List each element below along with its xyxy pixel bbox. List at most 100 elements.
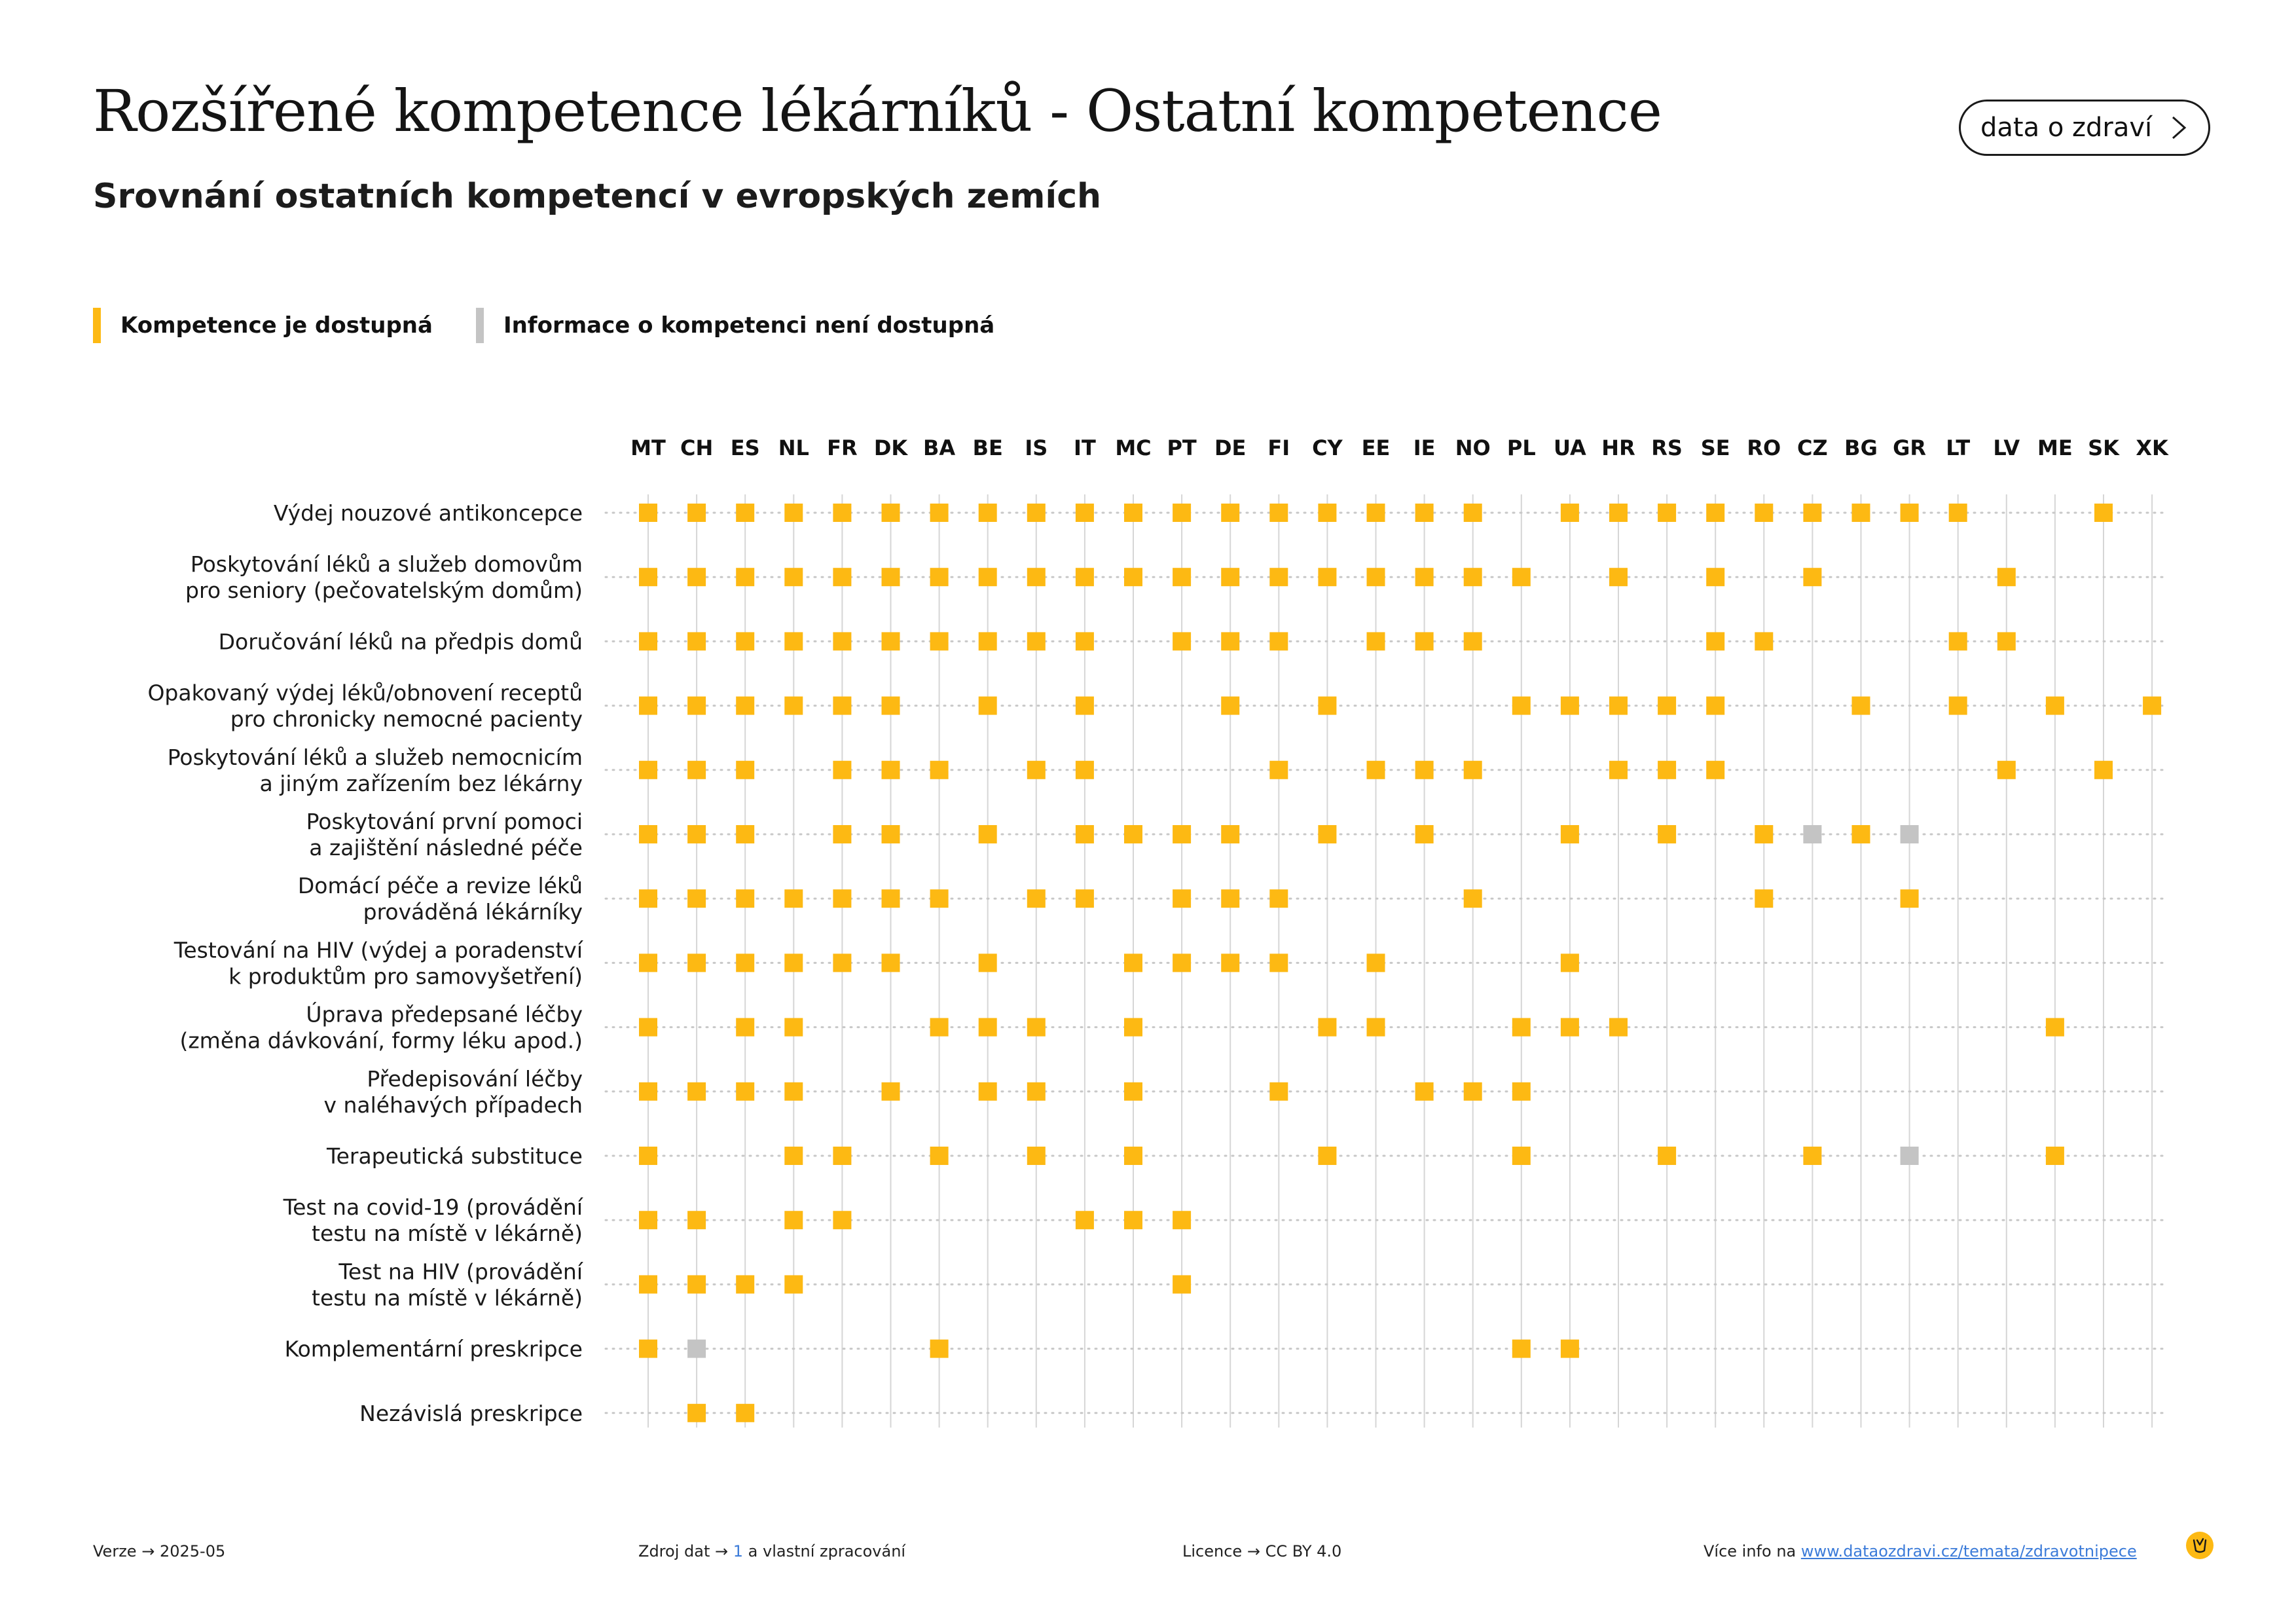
- cell-available: [1560, 696, 1579, 715]
- cell-available: [1221, 632, 1240, 651]
- cell-available: [1706, 568, 1725, 587]
- footer-version: Verze → 2025-05: [93, 1542, 225, 1560]
- column-label-fr: FR: [827, 435, 858, 460]
- cell-available: [639, 1082, 657, 1101]
- cell-unknown: [1900, 825, 1919, 843]
- cell-available: [930, 632, 949, 651]
- cell-available: [1221, 504, 1240, 522]
- cell-available: [1366, 504, 1385, 522]
- cell-available: [930, 1147, 949, 1165]
- data-o-zdravi-button-label: data o zdraví: [1980, 113, 2153, 143]
- cell-available: [881, 889, 900, 908]
- legend-swatch-unknown: [475, 308, 484, 343]
- legend-label-available: Kompetence je dostupná: [120, 312, 433, 339]
- column-label-gr: GR: [1893, 435, 1926, 460]
- column-label-ba: BA: [923, 435, 955, 460]
- cell-available: [1366, 953, 1385, 972]
- cell-available: [1124, 504, 1142, 522]
- cell-available: [736, 1082, 755, 1101]
- cell-available: [1803, 568, 1822, 587]
- column-label-ua: UA: [1554, 435, 1586, 460]
- column-label-no: NO: [1455, 435, 1491, 460]
- cell-available: [833, 953, 852, 972]
- cell-available: [687, 889, 706, 908]
- cell-available: [1658, 760, 1677, 779]
- row-label: Nezávislá preskripce: [359, 1401, 583, 1426]
- cell-available: [1415, 632, 1434, 651]
- cell-available: [736, 825, 755, 843]
- cell-available: [784, 1082, 803, 1101]
- cell-available: [1997, 760, 2016, 779]
- cell-available: [1027, 1147, 1046, 1165]
- cell-available: [1075, 632, 1094, 651]
- cell-available: [1173, 568, 1192, 587]
- cell-available: [784, 889, 803, 908]
- cell-available: [1755, 632, 1774, 651]
- cell-available: [1997, 568, 2016, 587]
- cell-available: [930, 760, 949, 779]
- cell-available: [639, 1211, 657, 1230]
- footer-version-value: 2025-05: [159, 1542, 226, 1560]
- data-o-zdravi-button[interactable]: data o zdraví: [1959, 100, 2210, 156]
- cell-available: [784, 568, 803, 587]
- cell-available: [881, 760, 900, 779]
- cell-available: [1173, 504, 1192, 522]
- cell-available: [1706, 760, 1725, 779]
- column-label-ro: RO: [1747, 435, 1781, 460]
- cell-available: [1221, 889, 1240, 908]
- footer-license: Licence → CC BY 4.0: [1182, 1542, 1341, 1560]
- cell-available: [1609, 568, 1628, 587]
- cell-available: [784, 1275, 803, 1294]
- cell-available: [1124, 568, 1142, 587]
- cell-unknown: [1803, 825, 1822, 843]
- cell-available: [1269, 504, 1288, 522]
- cell-available: [639, 825, 657, 843]
- cell-available: [881, 504, 900, 522]
- row-label: Opakovaný výdej léků/obnovení receptů: [147, 680, 583, 706]
- cell-available: [1366, 632, 1385, 651]
- cell-available: [1269, 889, 1288, 908]
- column-label-lt: LT: [1946, 435, 1970, 460]
- cell-available: [1075, 1211, 1094, 1230]
- cell-available: [1318, 504, 1337, 522]
- cell-available: [833, 1211, 852, 1230]
- footer-more-link[interactable]: www.dataozdravi.cz/temata/zdravotnipece: [1800, 1542, 2137, 1560]
- cell-available: [1269, 1082, 1288, 1101]
- row-label: k produktům pro samovyšetření): [228, 963, 583, 989]
- cell-available: [1463, 1082, 1482, 1101]
- cell-available: [978, 1082, 997, 1101]
- footer-source-ref[interactable]: 1: [733, 1542, 744, 1560]
- cell-available: [639, 632, 657, 651]
- column-label-fi: FI: [1267, 435, 1290, 460]
- cell-available: [784, 1211, 803, 1230]
- arrow-right-icon: →: [1247, 1542, 1266, 1560]
- cell-available: [1124, 825, 1142, 843]
- cell-available: [687, 504, 706, 522]
- cell-available: [1124, 1147, 1142, 1165]
- cell-available: [687, 1211, 706, 1230]
- column-label-it: IT: [1074, 435, 1096, 460]
- row-label: Předepisování léčby: [367, 1066, 583, 1092]
- cell-available: [1415, 568, 1434, 587]
- cell-available: [639, 568, 657, 587]
- cell-available: [1803, 1147, 1822, 1165]
- cell-available: [736, 1403, 755, 1422]
- cell-available: [881, 825, 900, 843]
- cell-available: [784, 696, 803, 715]
- cell-available: [881, 953, 900, 972]
- cell-available: [1075, 504, 1094, 522]
- cell-available: [2094, 760, 2113, 779]
- column-label-cz: CZ: [1797, 435, 1828, 460]
- cell-available: [1512, 1018, 1531, 1037]
- row-label: testu na místě v lékárně): [312, 1221, 583, 1246]
- row-label: Test na covid-19 (provádění: [283, 1194, 584, 1220]
- row-label: testu na místě v lékárně): [312, 1285, 583, 1310]
- cell-available: [1415, 760, 1434, 779]
- cell-available: [687, 568, 706, 587]
- cell-available: [2045, 1018, 2064, 1037]
- cell-available: [1609, 1018, 1628, 1037]
- cell-available: [1851, 825, 1870, 843]
- cell-available: [930, 1339, 949, 1358]
- cell-available: [2045, 1147, 2064, 1165]
- cell-available: [930, 889, 949, 908]
